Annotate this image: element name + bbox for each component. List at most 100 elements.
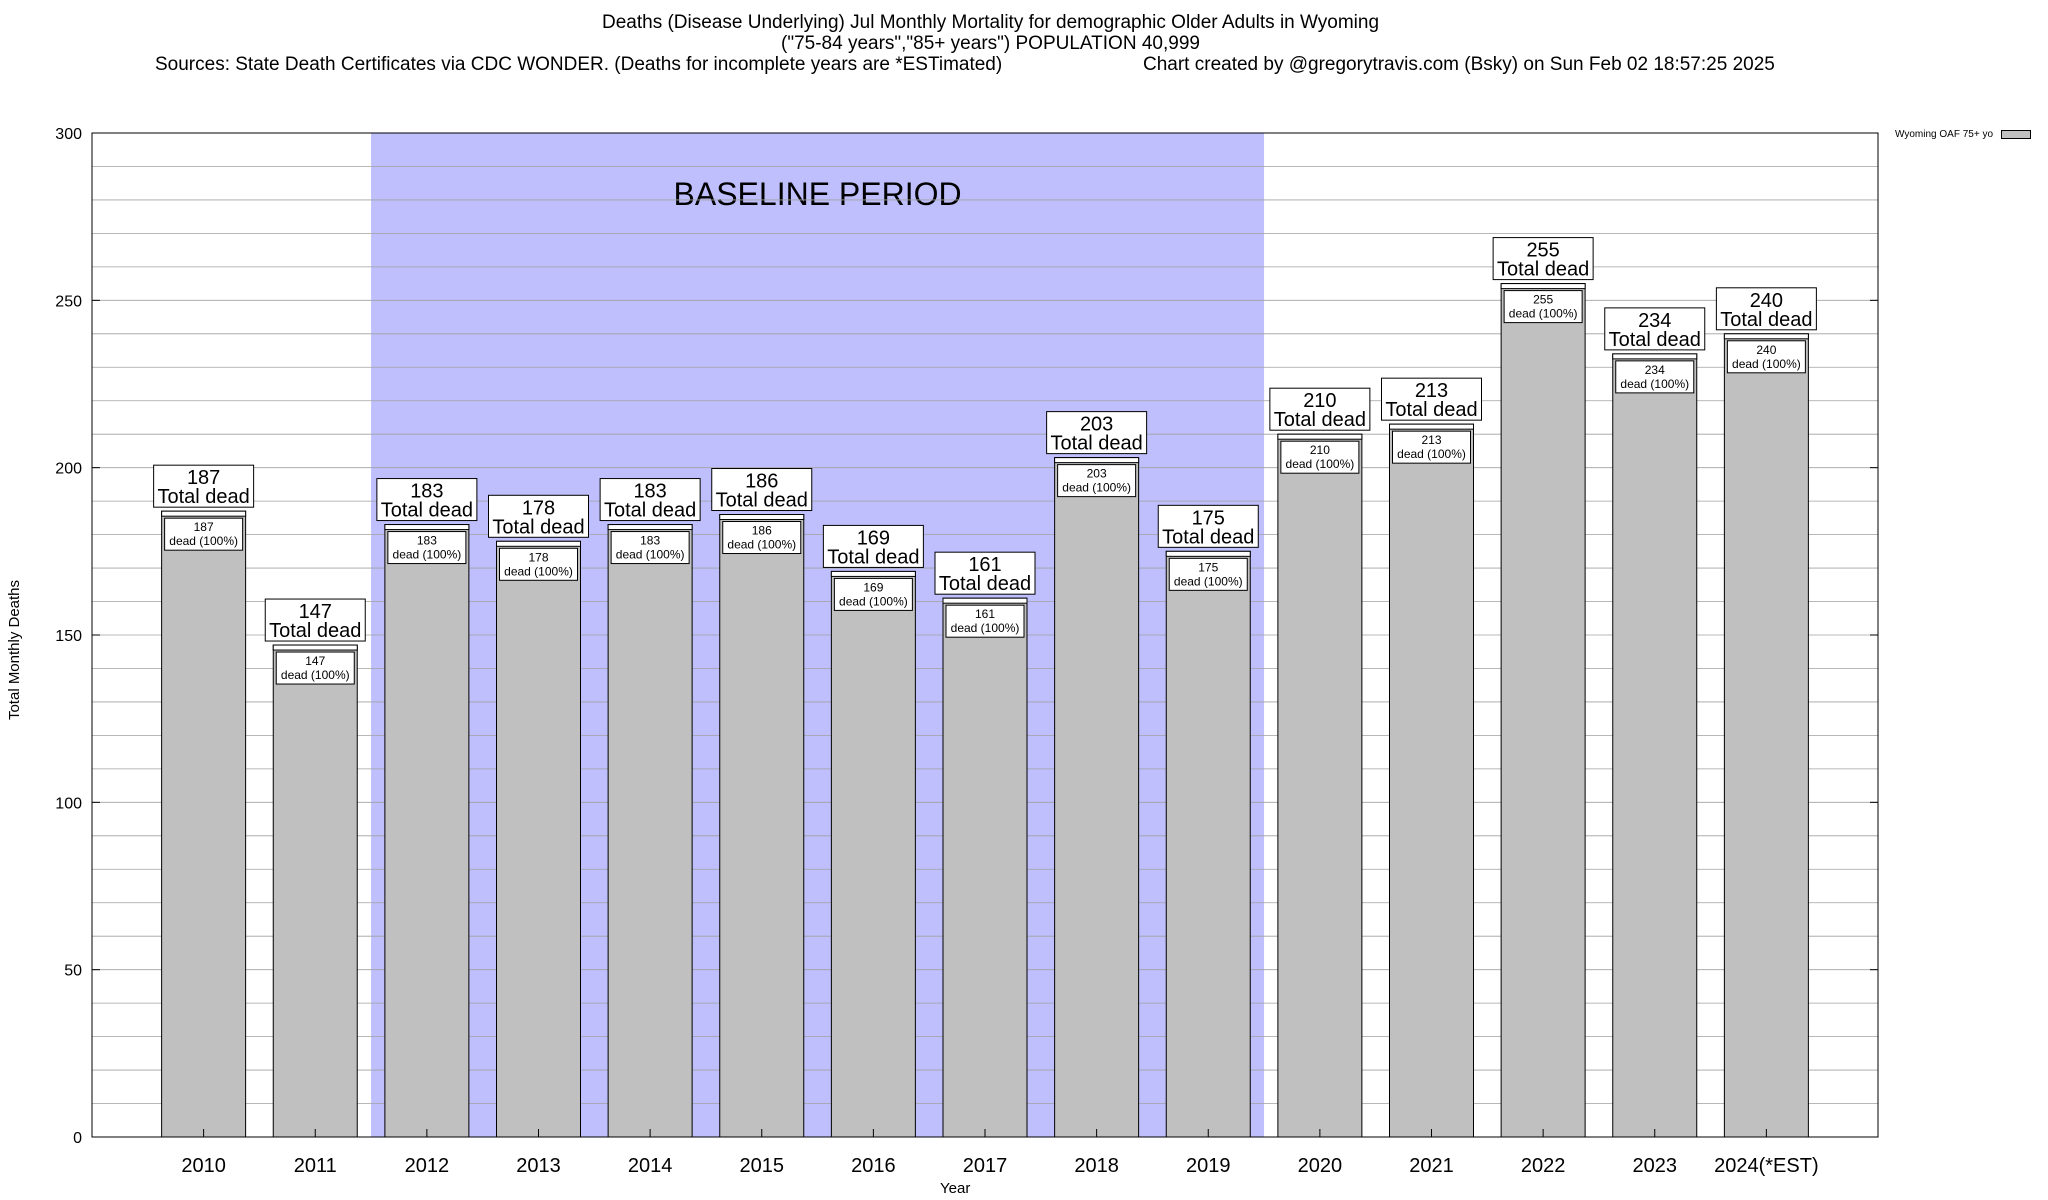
bar [719, 514, 805, 1138]
top-label-text: Total dead [716, 490, 808, 512]
x-tick-label: 2023 [1633, 1155, 1678, 1177]
top-label-box [822, 524, 924, 568]
top-label-box [711, 468, 813, 512]
baseline-label: BASELINE PERIOD [674, 176, 962, 212]
top-label-value: 203 [1080, 414, 1113, 436]
inner-label-value: 169 [863, 580, 883, 594]
top-label-box [264, 598, 366, 642]
top-label-text: Total dead [827, 546, 919, 568]
inner-label-text: dead (100%) [281, 668, 350, 682]
bar [1277, 433, 1363, 1138]
top-label-box [1604, 307, 1706, 351]
top-label-text: Total dead [939, 573, 1031, 595]
bar-cap [1277, 433, 1363, 440]
bar [607, 524, 693, 1138]
bar [384, 524, 470, 1138]
inner-label-text: dead (100%) [951, 621, 1020, 635]
inner-label-box [164, 517, 244, 551]
inner-label-text: dead (100%) [616, 548, 685, 562]
top-label-box [934, 551, 1036, 595]
bar [1389, 423, 1474, 1138]
top-label-text: Total dead [1274, 409, 1366, 431]
x-tick-label: 2022 [1521, 1155, 1566, 1177]
inner-label-text: dead (100%) [727, 538, 796, 552]
inner-label-box [722, 521, 802, 555]
bar [1500, 283, 1586, 1138]
top-label-text: Total dead [1609, 329, 1701, 351]
bar [830, 570, 916, 1138]
inner-label-box [1280, 440, 1360, 474]
top-label-value: 169 [857, 527, 890, 549]
x-tick-label: 2021 [1409, 1155, 1454, 1177]
y-tick-label: 200 [55, 461, 82, 478]
inner-label-text: dead (100%) [1732, 357, 1801, 371]
inner-label-box [275, 651, 355, 685]
bar-cap [719, 514, 805, 521]
legend-swatch [2001, 129, 2032, 139]
inner-label-value: 178 [528, 550, 548, 564]
top-label-text: Total dead [1385, 399, 1477, 421]
top-label-value: 213 [1415, 380, 1448, 402]
inner-label-box [1726, 340, 1806, 374]
y-tick-label: 300 [55, 126, 82, 143]
bar-cap [830, 570, 916, 577]
top-label-value: 187 [187, 467, 220, 489]
y-tick-label: 150 [55, 628, 82, 645]
bar-cap [942, 597, 1028, 604]
top-label-value: 183 [410, 481, 443, 503]
top-label-box [1046, 411, 1148, 455]
inner-label-box [1503, 290, 1583, 324]
top-label-text: Total dead [1050, 433, 1142, 455]
x-tick-label: 2018 [1074, 1155, 1119, 1177]
bar-cap [1054, 457, 1140, 464]
top-label-value: 175 [1192, 507, 1225, 529]
top-label-box [1492, 237, 1594, 281]
x-tick-label: 2010 [181, 1155, 226, 1177]
inner-label-box [610, 531, 690, 565]
top-label-value: 161 [968, 554, 1001, 576]
x-tick-label: 2013 [516, 1155, 561, 1177]
x-tick-label: 2017 [963, 1155, 1008, 1177]
x-tick-label: 2019 [1186, 1155, 1231, 1177]
chart-credit: Chart created by @gregorytravis.com (Bsk… [1143, 54, 1775, 75]
top-label-box [1157, 504, 1259, 548]
top-label-value: 255 [1526, 240, 1559, 262]
inner-label-text: dead (100%) [169, 534, 238, 548]
y-tick-label: 250 [55, 293, 82, 310]
inner-label-text: dead (100%) [839, 594, 908, 608]
top-label-text: Total dead [381, 500, 473, 522]
chart-subtitle: ("75-84 years","85+ years") POPULATION 4… [781, 33, 1200, 54]
inner-label-box [833, 577, 913, 611]
top-label-value: 183 [633, 481, 666, 503]
inner-label-value: 147 [305, 654, 325, 668]
inner-label-text: dead (100%) [393, 548, 462, 562]
bar-cap [607, 524, 693, 531]
top-label-value: 234 [1638, 310, 1671, 332]
inner-label-text: dead (100%) [1286, 457, 1355, 471]
inner-label-text: dead (100%) [1509, 307, 1578, 321]
inner-label-box [1392, 430, 1471, 464]
inner-label-box [499, 547, 578, 581]
inner-label-box [387, 531, 467, 565]
x-tick-label: 2015 [740, 1155, 785, 1177]
bar [942, 597, 1028, 1138]
top-label-box [1381, 377, 1482, 421]
top-label-text: Total dead [604, 500, 696, 522]
inner-label-box [1168, 557, 1248, 591]
bar [272, 644, 358, 1138]
inner-label-value: 234 [1645, 363, 1665, 377]
x-tick-label: 2020 [1298, 1155, 1343, 1177]
top-label-text: Total dead [1497, 259, 1589, 281]
inner-label-value: 213 [1421, 433, 1441, 447]
bar-cap [496, 540, 581, 547]
top-label-value: 186 [745, 471, 778, 493]
x-tick-label: 2011 [294, 1155, 337, 1177]
bar-cap [161, 510, 247, 517]
bar-cap [1612, 353, 1698, 360]
top-label-text: Total dead [1162, 526, 1254, 548]
top-label-value: 178 [522, 497, 555, 519]
inner-label-value: 203 [1087, 467, 1107, 481]
chart-legend: Wyoming OAF 75+ yo [1895, 129, 2032, 140]
chart-sources: Sources: State Death Certificates via CD… [155, 54, 1003, 75]
